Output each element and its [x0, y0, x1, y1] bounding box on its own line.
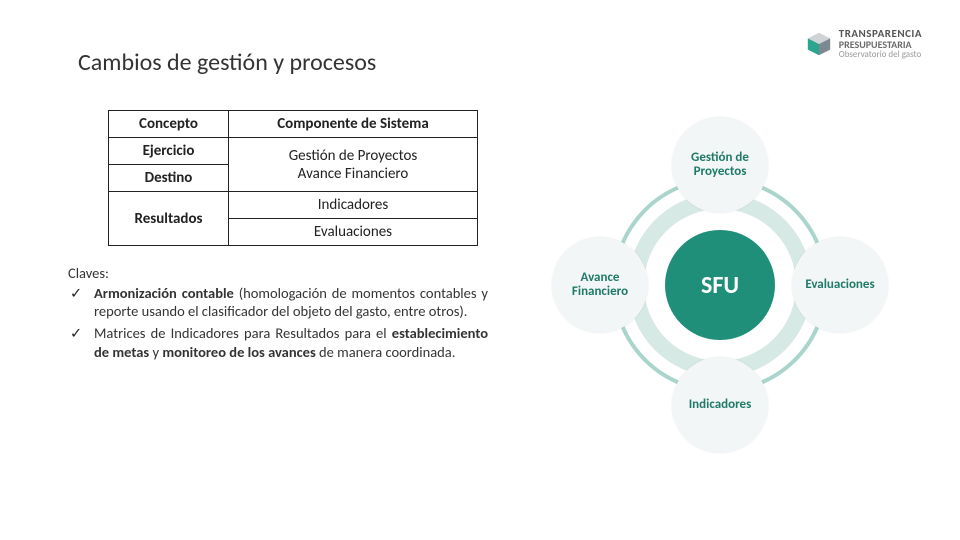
td-gestion-avance: Gestión de Proyectos Avance Financiero	[229, 138, 478, 192]
diagram-center-sfu: SFU	[665, 230, 775, 340]
diagram-node-avance: Avance Financiero	[552, 237, 648, 333]
td-destino: Destino	[109, 165, 229, 192]
page-title: Cambios de gestión y procesos	[78, 48, 376, 77]
td-ejercicio: Ejercicio	[109, 138, 229, 165]
brand-logo: TRANSPARENCIA PRESUPUESTARIA Observatori…	[805, 28, 922, 59]
claves-item-1: Armonización contable (homologación de m…	[84, 284, 488, 320]
bold-text: monitoreo de los avances	[162, 343, 315, 361]
td-evaluaciones: Evaluaciones	[229, 219, 478, 246]
cell-line: Avance Financiero	[239, 165, 467, 183]
plain-text: de manera coordinada.	[316, 343, 456, 361]
sfu-diagram: SFU Gestión de ProyectosEvaluacionesIndic…	[505, 110, 960, 470]
td-resultados: Resultados	[109, 192, 229, 246]
claves-block: Claves: Armonización contable (homologac…	[68, 264, 488, 361]
th-concepto: Concepto	[109, 111, 229, 138]
plain-text: Matrices de Indicadores para Resultados …	[94, 324, 392, 342]
diagram-node-indicadores: Indicadores	[672, 357, 768, 453]
logo-line3: Observatorio del gasto	[839, 50, 922, 59]
diagram-node-evaluaciones: Evaluaciones	[792, 237, 888, 333]
th-componente: Componente de Sistema	[229, 111, 478, 138]
plain-text: y	[149, 343, 162, 361]
cube-icon	[805, 30, 833, 58]
td-indicadores: Indicadores	[229, 192, 478, 219]
claves-item-2: Matrices de Indicadores para Resultados …	[84, 324, 488, 360]
claves-label: Claves:	[68, 264, 488, 282]
diagram-node-gestion: Gestión de Proyectos	[672, 117, 768, 213]
concepts-table: Concepto Componente de Sistema Ejercicio…	[108, 110, 478, 246]
bold-text: Armonización contable	[94, 284, 234, 302]
cell-line: Gestión de Proyectos	[239, 147, 467, 165]
